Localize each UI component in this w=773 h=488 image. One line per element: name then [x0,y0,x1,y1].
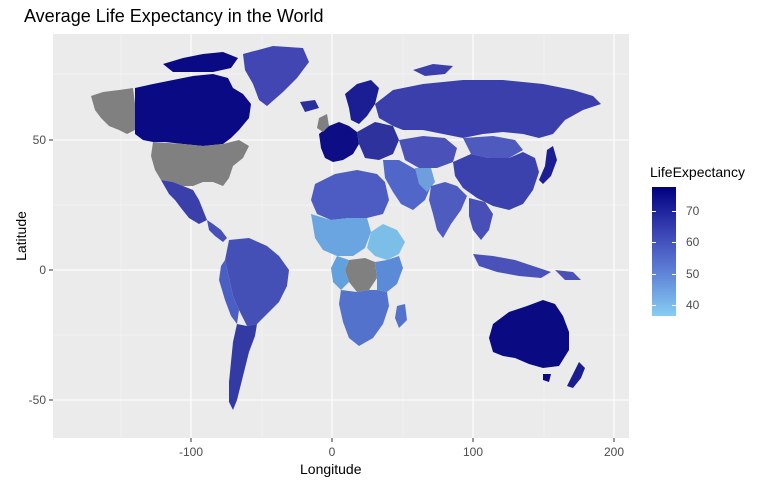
y-tick-label: 50 [33,133,47,147]
region-russia [375,80,601,138]
region-southeast-asia [469,198,493,240]
region-canada-islands [163,52,238,72]
y-axis: 50 0 -50 [29,133,53,407]
region-papua [555,270,581,280]
x-tick-label: -100 [179,445,203,459]
y-tick-label: 0 [39,263,46,277]
region-iceland [300,100,319,112]
region-brazil [225,238,289,326]
region-andes [219,260,239,324]
legend-tick-mark [672,274,676,275]
region-horn-africa [367,224,405,260]
legend-tick-label: 60 [686,235,700,249]
legend-tick-mark [652,274,656,275]
region-western-europe [319,122,359,162]
y-tick-label: -50 [29,393,47,407]
region-argentina-chile [229,324,257,410]
chart-title: Average Life Expectancy in the World [24,6,324,26]
region-scandinavia [345,80,379,124]
region-indonesia [473,254,551,278]
region-east-africa [375,256,403,292]
region-greenland [243,46,309,106]
region-eastern-europe [357,122,399,160]
region-india [429,182,467,238]
x-tick-label: 100 [463,445,483,459]
x-tick-label: 0 [329,445,336,459]
legend-title: LifeExpectancy [650,164,745,180]
legend-tick-mark [652,211,656,212]
region-canada [135,74,251,146]
region-united-states [151,140,249,186]
legend-tick-mark [672,211,676,212]
legend-tick-mark [652,242,656,243]
region-australia [489,300,569,368]
region-mongolia [463,136,523,158]
x-axis: -100 0 100 200 [179,438,624,459]
region-north-africa [311,170,389,220]
region-central-africa [331,256,349,290]
world-map [53,34,629,438]
region-uk [317,114,329,132]
region-new-zealand [567,362,585,388]
region-central-america [207,220,227,242]
x-tick-label: 200 [604,445,624,459]
x-axis-label: Longitude [300,461,362,477]
y-axis-label: Latitude [12,211,29,261]
plot-panel [53,34,629,438]
legend-tick-label: 40 [686,298,700,312]
legend-tick-mark [652,305,656,306]
legend-tick-label: 50 [686,267,700,281]
region-mexico [161,180,207,224]
region-china [453,152,539,210]
region-dr-congo [345,258,377,292]
legend-tick-label: 70 [686,204,700,218]
region-central-asia [399,136,457,168]
legend-tick-mark [672,242,676,243]
region-tasmania [543,374,551,382]
region-iran [415,168,435,192]
region-alaska [91,88,135,134]
region-southern-africa [339,290,389,346]
legend-colorbar [652,187,676,316]
region-japan [539,146,557,184]
region-madagascar [395,304,407,328]
legend-tick-mark [672,305,676,306]
region-west-africa [311,214,371,256]
region-russia-arctic [413,64,453,76]
